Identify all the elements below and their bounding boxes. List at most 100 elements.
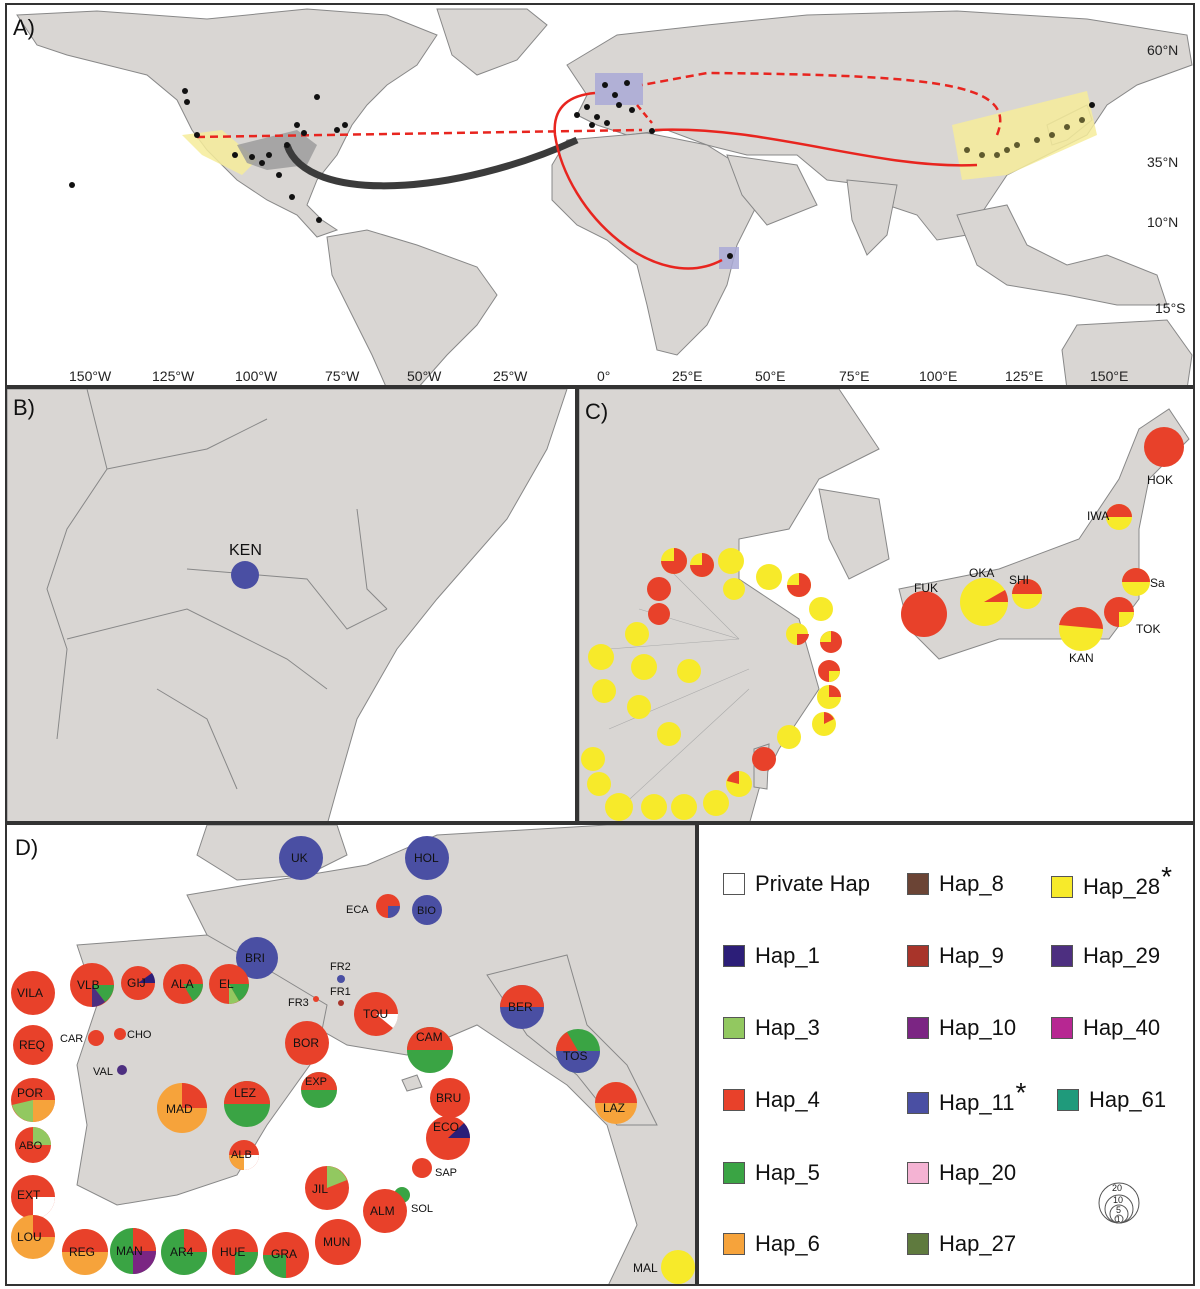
balearics xyxy=(401,1074,423,1092)
svg-text:LAZ: LAZ xyxy=(603,1101,625,1115)
legend-label: Hap_40 xyxy=(1083,1015,1161,1040)
legend-swatch xyxy=(907,1017,929,1039)
svg-text:HUE: HUE xyxy=(220,1245,245,1259)
legend-label: Hap_11 xyxy=(939,1090,1015,1115)
legend-item: Hap_28 * xyxy=(1051,861,1172,903)
legend-item: Hap_11 * xyxy=(907,1077,1026,1119)
svg-text:25°W: 25°W xyxy=(493,368,528,384)
kenya-map-svg: KEN xyxy=(7,389,575,821)
legend-swatch xyxy=(907,1162,929,1184)
svg-text:VLB: VLB xyxy=(77,978,100,992)
legend-label: Hap_9 xyxy=(939,943,1004,968)
svg-text:GRA: GRA xyxy=(271,1247,297,1261)
legend-item: Hap_27 xyxy=(907,1231,1016,1257)
legend-label: Hap_20 xyxy=(939,1160,1017,1185)
svg-text:ALB: ALB xyxy=(231,1149,252,1161)
svg-text:TOK: TOK xyxy=(1136,622,1160,636)
legend-label: Hap_29 xyxy=(1083,943,1161,968)
svg-text:AR4: AR4 xyxy=(170,1245,194,1259)
svg-text:10°N: 10°N xyxy=(1147,214,1178,230)
scale-label-20: 20 xyxy=(1112,1183,1122,1193)
legend-label: Hap_8 xyxy=(939,871,1004,896)
southeast-asia-landmass xyxy=(956,204,1168,306)
svg-text:BRI: BRI xyxy=(245,951,265,965)
world-map-svg: 150°W 125°W 100°W 75°W 50°W 25°W 0° 25°E… xyxy=(7,5,1193,385)
svg-text:POR: POR xyxy=(17,1086,43,1100)
svg-text:100°E: 100°E xyxy=(919,368,957,384)
svg-text:BOR: BOR xyxy=(293,1036,319,1050)
svg-text:VAL: VAL xyxy=(93,1066,113,1078)
india-landmass xyxy=(846,179,898,256)
legend-label: Hap_3 xyxy=(755,1015,820,1040)
legend-swatch xyxy=(723,1233,745,1255)
legend-swatch xyxy=(907,945,929,967)
panel-c-east-asia-map: HOK IWA OKA SHI Sa FUK KAN TOK C) xyxy=(577,387,1195,823)
east-asia-map-svg: HOK IWA OKA SHI Sa FUK KAN TOK xyxy=(579,389,1193,821)
svg-text:EXP: EXP xyxy=(305,1076,327,1088)
svg-text:SOL: SOL xyxy=(411,1203,433,1215)
svg-text:IWA: IWA xyxy=(1087,509,1109,523)
north-america-landmass xyxy=(16,8,438,238)
legend-swatch xyxy=(1057,1089,1079,1111)
scale-label-10: 10 xyxy=(1113,1195,1123,1205)
sample-points xyxy=(69,80,1095,259)
legend-label: Hap_28 xyxy=(1083,874,1161,899)
china-korea-landmass xyxy=(579,389,880,821)
legend-swatch xyxy=(1051,945,1073,967)
svg-text:ALM: ALM xyxy=(370,1204,395,1218)
arabia-landmass xyxy=(726,154,818,226)
panel-b-kenya-map: KEN B) xyxy=(5,387,577,823)
greenland-landmass xyxy=(436,8,548,76)
legend-item: Hap_9 xyxy=(907,943,1004,969)
yellow-zone-california xyxy=(182,130,257,175)
svg-text:TOU: TOU xyxy=(363,1007,388,1021)
dark-arrow-usa-to-europe xyxy=(283,136,579,190)
legend-swatch xyxy=(907,1233,929,1255)
europe-site-labels: UK HOL ECA BIO BRI FR2 FR3 FR1 VILA VLB … xyxy=(17,851,658,1275)
svg-text:50°E: 50°E xyxy=(755,368,786,384)
australia-landmass xyxy=(1061,319,1193,385)
site-ken-label: KEN xyxy=(229,542,262,559)
svg-text:CAM: CAM xyxy=(416,1030,443,1044)
svg-text:75°W: 75°W xyxy=(325,368,360,384)
iberia-landmass xyxy=(76,934,328,1206)
legend-label: Hap_6 xyxy=(755,1231,820,1256)
legend-item: Hap_5 xyxy=(723,1160,820,1186)
svg-text:JIL: JIL xyxy=(312,1182,328,1196)
china-pies xyxy=(581,548,842,821)
asia-sample-points xyxy=(964,117,1085,158)
legend-item: Hap_40 xyxy=(1051,1015,1160,1041)
legend-swatch xyxy=(907,873,929,895)
legend-item: Hap_6 xyxy=(723,1231,820,1257)
svg-text:25°E: 25°E xyxy=(672,368,703,384)
legend-panel: Private Hap Hap_8 Hap_28 * Hap_1 Hap_9 H… xyxy=(697,823,1195,1286)
svg-text:BER: BER xyxy=(508,1000,533,1014)
solid-arrow-asia-to-italy xyxy=(654,128,978,167)
legend-item: Hap_8 xyxy=(907,871,1004,897)
legend-swatch xyxy=(723,1162,745,1184)
svg-text:MUN: MUN xyxy=(323,1235,350,1249)
legend-item: Hap_20 xyxy=(907,1160,1016,1186)
svg-text:60°N: 60°N xyxy=(1147,42,1178,58)
scale-label-1: 1 xyxy=(1116,1215,1121,1224)
svg-text:150°E: 150°E xyxy=(1090,368,1128,384)
panel-a-label: A) xyxy=(13,15,35,40)
svg-text:GIJ: GIJ xyxy=(127,976,146,990)
svg-text:FUK: FUK xyxy=(914,581,938,595)
legend-swatch xyxy=(1051,1017,1073,1039)
svg-text:CHO: CHO xyxy=(127,1029,152,1041)
svg-text:REG: REG xyxy=(69,1245,95,1259)
svg-text:0°: 0° xyxy=(597,368,610,384)
svg-text:FR3: FR3 xyxy=(288,997,309,1009)
svg-text:MAD: MAD xyxy=(166,1102,193,1116)
svg-text:150°W: 150°W xyxy=(69,368,112,384)
japan-site-labels: HOK IWA OKA SHI Sa FUK KAN TOK xyxy=(914,473,1173,665)
svg-text:ECA: ECA xyxy=(346,904,369,916)
panel-d-label: D) xyxy=(15,835,39,860)
legend-swatch xyxy=(1051,876,1073,898)
svg-text:BIO: BIO xyxy=(417,905,436,917)
europe-pies xyxy=(11,836,695,1284)
country-borders xyxy=(46,389,388,790)
svg-text:FR2: FR2 xyxy=(330,961,351,973)
svg-text:Sa: Sa xyxy=(1150,576,1165,590)
